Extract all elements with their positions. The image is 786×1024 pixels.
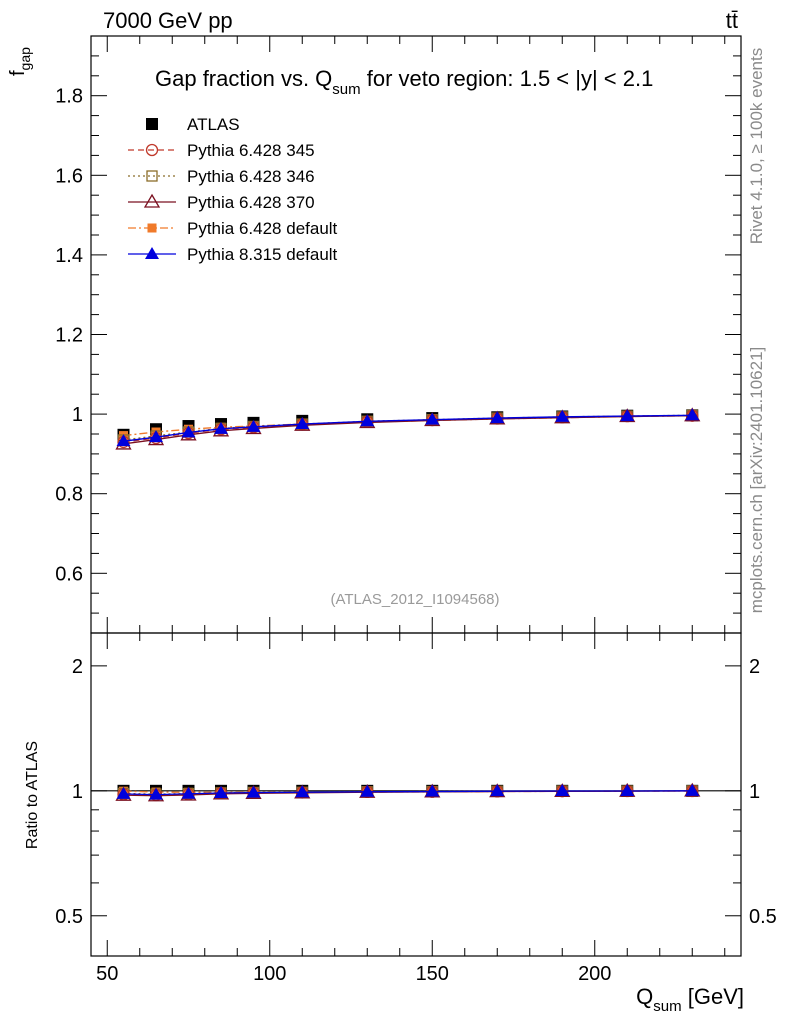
data-point-p8def <box>295 417 310 430</box>
ratio-y-axis: 0.5 0.5 1 1 2 2 <box>55 656 777 928</box>
main-y-axis: 0.6 0.8 1 1.2 1.4 1.6 1.8 <box>55 55 741 614</box>
ratio-point-p8def <box>425 784 440 797</box>
chart-title: Gap fraction vs. Qsum for veto region: 1… <box>155 66 653 98</box>
ratio-y-tick-label-right: 1 <box>749 781 760 803</box>
ratio-panel-frame <box>90 632 742 957</box>
legend-marker-p345 <box>145 143 159 157</box>
ratio-point-p8def <box>149 787 163 800</box>
data-point-p8def <box>149 430 163 443</box>
main-y-tick-label: 1 <box>72 404 83 426</box>
data-point-p8def <box>116 434 131 447</box>
data-point-p8def <box>620 409 635 422</box>
ratio-series-group <box>91 782 741 802</box>
data-point-p8def <box>214 421 228 434</box>
data-point-p8def <box>490 411 505 424</box>
x-tick-label: 50 <box>96 963 118 985</box>
legend-marker-p6def <box>147 223 157 233</box>
data-point-p8def <box>181 425 196 438</box>
ratio-point-p8def <box>555 784 570 797</box>
main-y-tick-label: 1.2 <box>55 325 83 347</box>
legend-marker-p8def <box>145 247 159 259</box>
ratio-point-p8def <box>116 786 131 799</box>
legend-label-p370: Pythia 6.428 370 <box>187 193 315 212</box>
ratio-point-p8def <box>246 785 261 798</box>
data-point-p8def <box>360 414 375 427</box>
data-point-p8def <box>555 409 570 422</box>
main-y-tick-label: 0.8 <box>55 484 83 506</box>
legend: ATLAS Pythia 6.428 345 Pythia 6.428 346 Pyt… <box>128 115 338 264</box>
ratio-line-p8def <box>123 790 693 796</box>
legend-marker-p370 <box>143 193 161 208</box>
ratio-point-p8def <box>490 784 505 797</box>
ratio-point-p8def <box>181 786 196 799</box>
x-axis: 50 100 150 200 <box>96 36 726 985</box>
x-tick-label: 100 <box>253 963 286 985</box>
legend-label-p8def: Pythia 8.315 default <box>187 245 338 264</box>
energy-label: 7000 GeV pp <box>103 8 233 33</box>
ratio-y-tick-label: 2 <box>72 656 83 678</box>
x-tick-label: 150 <box>416 963 449 985</box>
main-y-tick-label: 0.6 <box>55 563 83 585</box>
ratio-point-p8def <box>685 783 700 796</box>
x-axis-label: Qsum [GeV] <box>636 984 744 1015</box>
ratio-y-tick-label: 1 <box>72 781 83 803</box>
legend-label-p346: Pythia 6.428 346 <box>187 167 315 186</box>
ratio-point-p8def <box>620 784 635 797</box>
ratio-point-p8def <box>214 785 228 798</box>
data-point-p8def <box>425 412 440 425</box>
main-y-axis-label: fgap <box>7 47 33 76</box>
analysis-watermark: (ATLAS_2012_I1094568) <box>330 591 499 608</box>
ratio-y-tick-label-right: 2 <box>749 656 760 678</box>
legend-label-p345: Pythia 6.428 345 <box>187 141 315 160</box>
ratio-point-p8def <box>295 785 310 798</box>
legend-label-atlas: ATLAS <box>187 115 240 134</box>
legend-marker-atlas <box>146 118 158 130</box>
data-point-p8def <box>685 408 700 421</box>
main-y-tick-label: 1.6 <box>55 165 83 187</box>
main-y-tick-label: 1.4 <box>55 245 83 267</box>
process-label: tt̄ <box>726 8 738 33</box>
main-series-group <box>115 407 701 450</box>
mcplots-side-label: mcplots.cern.ch [arXiv:2401.10621] <box>747 347 766 613</box>
legend-marker-p346 <box>146 170 158 182</box>
ratio-y-tick-label-right: 0.5 <box>749 906 777 928</box>
rivet-side-label: Rivet 4.1.0, ≥ 100k events <box>747 48 766 244</box>
data-point-p8def <box>246 419 261 432</box>
series-line-p8def <box>123 414 693 442</box>
x-tick-label: 200 <box>578 963 611 985</box>
main-y-tick-label: 1.8 <box>55 86 83 108</box>
ratio-y-tick-label: 0.5 <box>55 906 83 928</box>
ratio-y-axis-label: Ratio to ATLAS <box>24 741 41 849</box>
legend-label-p6def: Pythia 6.428 default <box>187 219 338 238</box>
ratio-point-p8def <box>360 784 375 797</box>
